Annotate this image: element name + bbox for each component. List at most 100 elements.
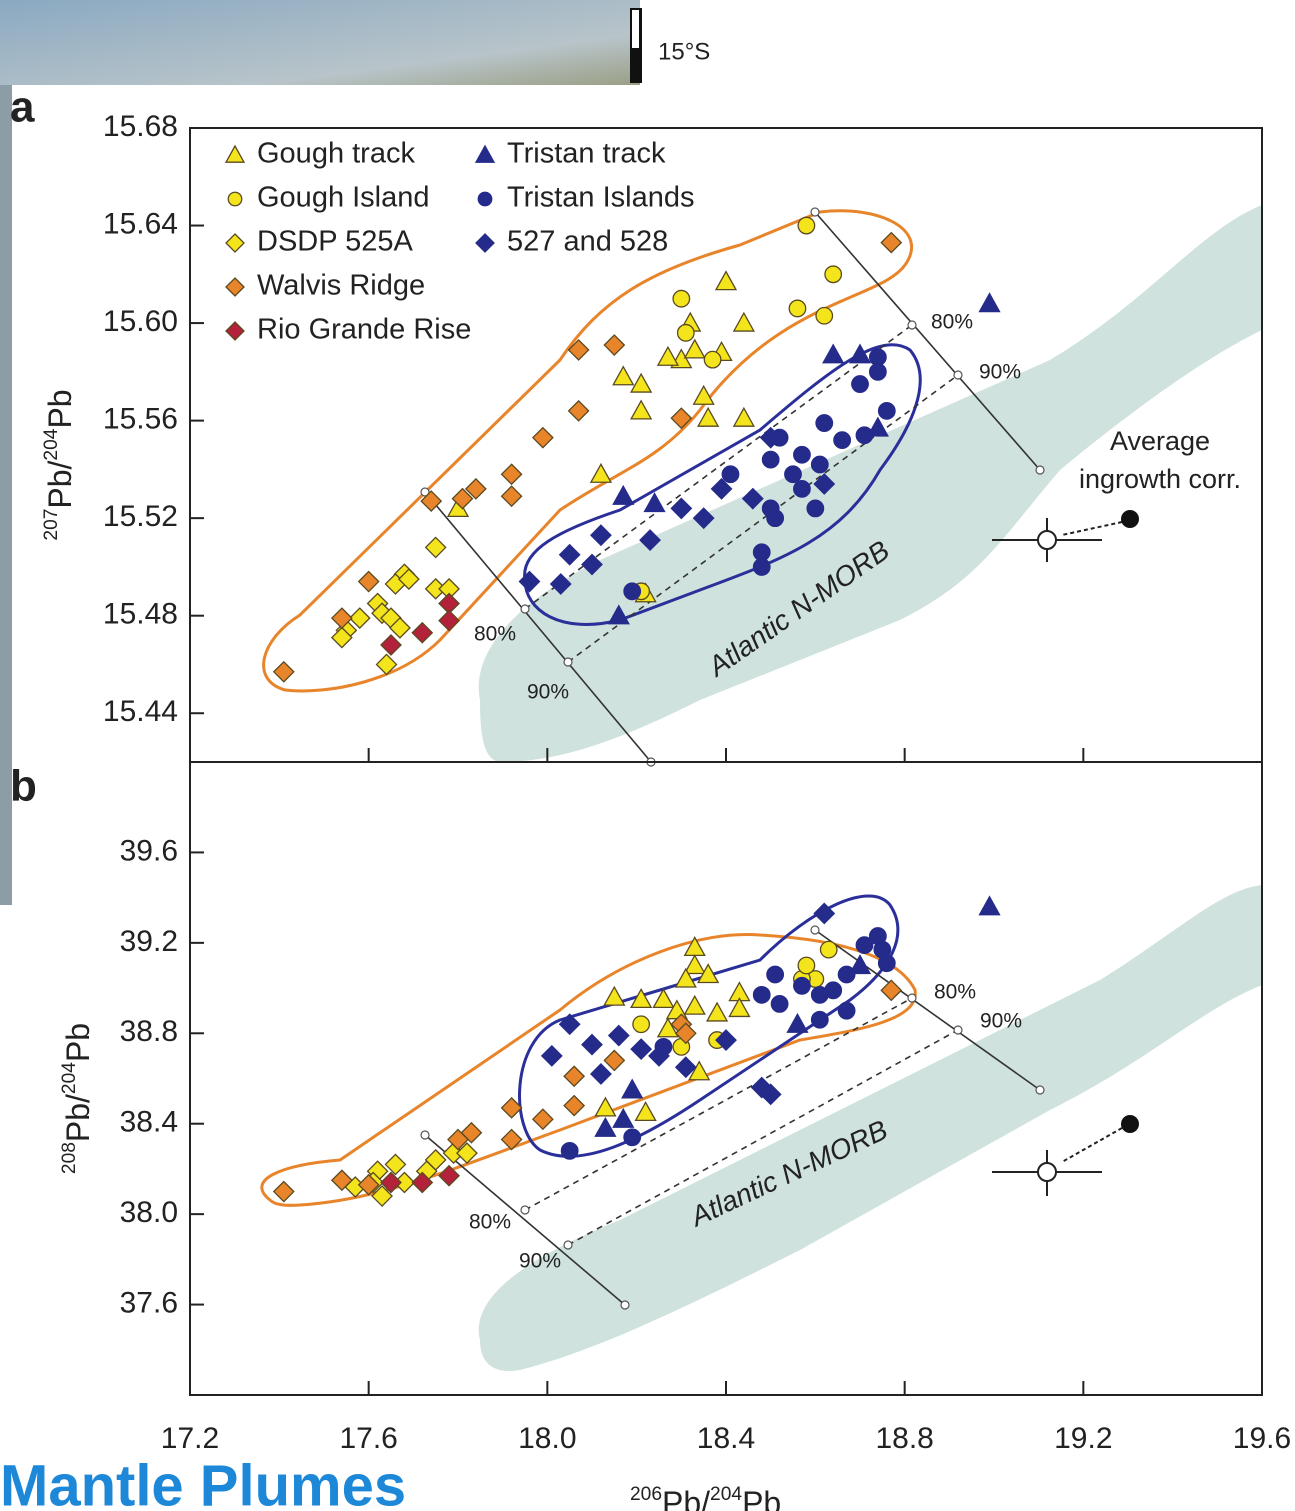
legend-marker — [226, 234, 244, 252]
annotation: 80% — [931, 311, 973, 334]
point — [426, 537, 446, 557]
point — [852, 376, 869, 393]
point — [722, 466, 739, 483]
label-sup: 207 — [41, 509, 62, 541]
point — [613, 1109, 633, 1127]
point — [591, 464, 611, 482]
point — [673, 290, 690, 307]
point — [762, 451, 779, 468]
y-tick-label: 37.6 — [120, 1286, 178, 1319]
point — [439, 611, 459, 631]
label-text: Pb — [742, 1486, 781, 1511]
point — [820, 941, 837, 958]
point — [794, 481, 811, 498]
point — [622, 1080, 642, 1098]
point — [502, 464, 522, 484]
point — [812, 987, 829, 1004]
legend-label: Gough Island — [257, 182, 430, 214]
point — [595, 1098, 615, 1116]
annotation: 90% — [979, 361, 1021, 384]
legend-marker — [478, 192, 492, 206]
point — [850, 345, 870, 363]
legend-marker — [476, 146, 494, 162]
point — [569, 401, 589, 421]
point — [604, 987, 624, 1005]
x-tick-label: 19.2 — [1054, 1422, 1112, 1455]
legend-marker — [226, 146, 244, 162]
annotation: ingrowth corr. — [1079, 464, 1241, 494]
point — [753, 544, 770, 561]
point — [624, 1129, 641, 1146]
y-tick-label: 38.8 — [120, 1015, 178, 1048]
annotation: 80% — [469, 1211, 511, 1234]
point — [561, 1143, 578, 1160]
point — [825, 266, 842, 283]
point — [591, 1064, 611, 1084]
x-tick-label: 18.4 — [697, 1422, 755, 1455]
point — [807, 500, 824, 517]
error-circle — [1038, 1163, 1056, 1181]
point — [560, 1014, 580, 1034]
legend-label: Tristan track — [507, 138, 666, 170]
point — [856, 427, 873, 444]
map-strip — [0, 0, 640, 85]
label-sup: 208 — [59, 1142, 80, 1174]
y-tick-label: 38.4 — [120, 1106, 178, 1139]
point — [816, 415, 833, 432]
point — [624, 583, 641, 600]
point — [595, 1118, 615, 1136]
point — [771, 996, 788, 1013]
point — [856, 937, 873, 954]
point — [381, 635, 401, 655]
point — [359, 572, 379, 592]
map-label: 15°S — [658, 38, 710, 65]
y-tick-label: 15.60 — [103, 305, 178, 338]
point — [881, 233, 901, 253]
legend-label: Gough track — [257, 138, 415, 170]
y-tick-label: 15.64 — [103, 207, 178, 240]
point — [812, 1011, 829, 1028]
point — [685, 955, 705, 973]
point — [631, 374, 651, 392]
point — [794, 447, 811, 464]
y-tick-label: 15.68 — [103, 110, 178, 143]
label-sup: 204 — [710, 1484, 742, 1505]
point — [519, 572, 539, 592]
point — [658, 347, 678, 365]
point — [707, 1003, 727, 1021]
figure: 15°S Mantle Plumes a15.4415.4815.5215.56… — [0, 0, 1295, 1511]
label-text: Pb — [43, 389, 79, 428]
x-tick-label: 18.8 — [875, 1422, 933, 1455]
point — [274, 1182, 294, 1202]
point — [881, 980, 901, 1000]
point — [412, 623, 432, 643]
point — [767, 966, 784, 983]
annotation: 90% — [980, 1010, 1022, 1033]
point — [636, 1102, 656, 1120]
x-tick-label: 17.2 — [161, 1422, 219, 1455]
legend-label: Walvis Ridge — [257, 270, 425, 302]
label-text: Pb/ — [662, 1486, 710, 1511]
point — [798, 217, 815, 234]
y-tick-label: 39.2 — [120, 925, 178, 958]
legend-marker — [226, 278, 244, 296]
label-sup: 204 — [59, 1062, 80, 1094]
caption: Mantle Plumes — [0, 1453, 406, 1511]
point — [609, 1026, 629, 1046]
legend-marker — [226, 322, 244, 340]
point — [645, 494, 665, 512]
point — [533, 1109, 553, 1129]
point — [838, 1002, 855, 1019]
point — [838, 966, 855, 983]
point — [631, 401, 651, 419]
point — [980, 294, 1000, 312]
y-tick-label: 15.44 — [103, 695, 178, 728]
point — [502, 486, 522, 506]
point — [834, 432, 851, 449]
point — [753, 987, 770, 1004]
annotation: Average — [1110, 426, 1210, 456]
x-tick-label: 18.0 — [518, 1422, 576, 1455]
point — [716, 272, 736, 290]
label-text: Pb/ — [61, 1094, 97, 1142]
point — [879, 955, 896, 972]
